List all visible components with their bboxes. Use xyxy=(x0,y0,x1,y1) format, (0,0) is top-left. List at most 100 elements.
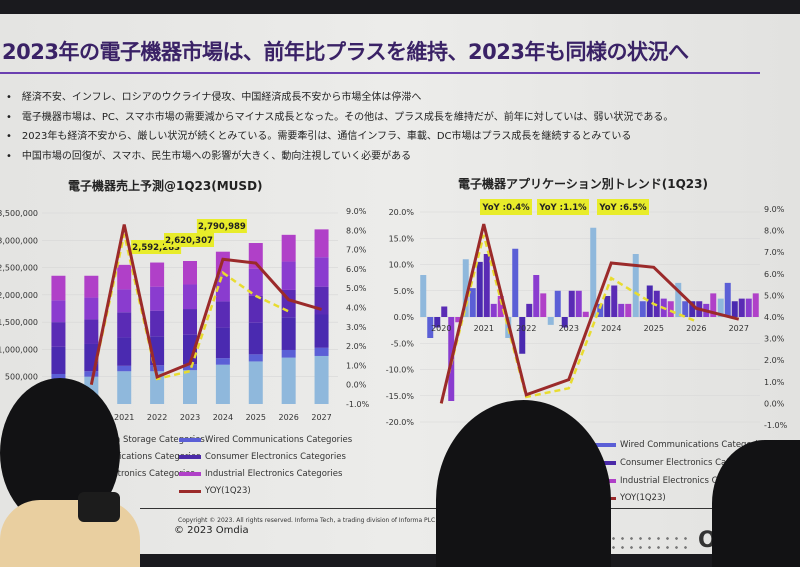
x-tick-label: 2026 xyxy=(278,413,298,422)
y2-tick-label: 6.0% xyxy=(346,265,367,274)
bar xyxy=(420,275,427,317)
bar xyxy=(427,317,434,338)
y-tick-label: -10.0% xyxy=(386,366,415,375)
bar-segment xyxy=(248,295,263,323)
bar-segment xyxy=(248,354,263,362)
bar-segment xyxy=(314,257,329,287)
bar xyxy=(639,301,646,317)
x-tick-label: 2025 xyxy=(644,324,664,333)
bar-segment xyxy=(281,234,296,262)
y2-tick-label: -1.0% xyxy=(346,400,370,409)
yoy-callout-label: YoY :6.5% xyxy=(598,203,647,213)
y2-tick-label: 6.0% xyxy=(764,270,785,279)
bar-segment xyxy=(84,275,99,298)
x-tick-label: 2023 xyxy=(180,413,200,422)
slide-title: 2023年の電子機器市場は、前年比プラスを維持、2023年も同様の状況へ xyxy=(2,40,689,64)
bar-segment xyxy=(215,358,230,365)
yoy-callout xyxy=(597,199,649,215)
bar xyxy=(731,301,738,317)
bar-segment xyxy=(117,337,132,366)
x-tick-label: 2027 xyxy=(729,324,749,333)
bar-segment xyxy=(314,355,329,404)
bar-segment xyxy=(117,264,132,290)
bar xyxy=(512,248,519,317)
y-tick-label: 1,500,000 xyxy=(0,318,38,327)
legend-item: Wired Communications Categories xyxy=(179,435,352,445)
y2-tick-label: 2.0% xyxy=(764,356,785,365)
bar-segment xyxy=(183,309,197,335)
bar-segment xyxy=(183,370,197,404)
legend-label: Electronics Categories xyxy=(100,469,195,479)
bar-segment xyxy=(150,262,165,287)
legend-label: Consumer Electronics Categories xyxy=(205,452,346,462)
title-underline xyxy=(0,72,760,74)
bar xyxy=(625,303,632,317)
left-chart-title: 電子機器売上予測@1Q23(MUSD) xyxy=(68,179,263,193)
yoy-callout-label: YoY :1.1% xyxy=(538,203,587,213)
bar xyxy=(434,317,441,328)
right-chart-title: 電子機器アプリケーション別トレンド(1Q23) xyxy=(458,177,708,191)
bar-segment xyxy=(183,364,197,371)
bar-segment xyxy=(51,300,66,323)
bar xyxy=(476,261,483,317)
bar-segment xyxy=(150,365,165,372)
legend-item: Data Storage Categories xyxy=(100,435,205,445)
bar xyxy=(717,298,724,317)
y-tick-label: 3,500,000 xyxy=(0,209,38,218)
legend-label: Wired Communications Categories xyxy=(620,440,768,450)
bar-segment xyxy=(84,371,99,377)
bar-segment xyxy=(281,317,296,350)
legend-label: YOY(1Q23) xyxy=(205,486,251,496)
yoy-callout xyxy=(480,199,532,215)
bar xyxy=(611,285,618,317)
bar xyxy=(575,290,582,317)
bar xyxy=(710,293,717,317)
yoy-line xyxy=(89,224,322,386)
x-tick-label: 2022 xyxy=(516,324,536,333)
legend-swatch xyxy=(179,472,201,476)
y-tick-label: 2,500,000 xyxy=(0,264,38,273)
bullet-item: 中国市場の回復が、スマホ、民生市場への影響が大きく、動向注視していく必要がある xyxy=(6,147,796,167)
bar xyxy=(745,298,752,317)
bar-segment xyxy=(150,310,165,337)
bar xyxy=(441,306,448,317)
bar xyxy=(554,290,561,317)
y-tick-label: 2,000,000 xyxy=(0,291,38,300)
legend-label: Data Storage Categories xyxy=(100,435,205,445)
bar xyxy=(604,296,611,317)
bar-segment xyxy=(248,322,263,355)
x-tick-label: 2025 xyxy=(246,413,266,422)
bar-segment xyxy=(84,297,99,320)
y-tick-label: -20.0% xyxy=(386,418,415,427)
legend-item: Consumer Electronics Categories xyxy=(179,452,346,462)
audience-head xyxy=(712,440,800,567)
y2-tick-label: 9.0% xyxy=(346,207,367,216)
bar xyxy=(497,296,504,317)
bar xyxy=(526,303,533,317)
bar-segment xyxy=(281,357,296,404)
legend-swatch xyxy=(179,455,201,459)
bar xyxy=(483,254,490,317)
legend-item: munications Categories xyxy=(100,452,201,462)
bar-segment xyxy=(248,268,263,296)
bar-segment xyxy=(281,261,296,290)
bar-segment xyxy=(248,361,263,404)
legend-label: Industrial Electronics Categories xyxy=(620,476,758,486)
bar xyxy=(653,290,660,317)
y2-tick-label: 1.0% xyxy=(764,378,785,387)
bar xyxy=(646,285,653,317)
legend-label: Industrial Electronics Categories xyxy=(205,469,343,479)
bar xyxy=(682,301,689,317)
bar xyxy=(568,290,575,317)
bar-segment xyxy=(117,371,132,404)
bar-segment xyxy=(51,275,66,301)
y-tick-label: 3,000,000 xyxy=(0,236,38,245)
copyright-text: Copyright © 2023. All rights reserved. I… xyxy=(178,517,436,524)
y-tick-label: 20.0% xyxy=(389,208,415,217)
bar-segment xyxy=(314,286,329,315)
bar xyxy=(462,259,469,317)
y-tick-label: 1,000,000 xyxy=(0,345,38,354)
y2-tick-label: 4.0% xyxy=(346,304,367,313)
x-tick-label: 2024 xyxy=(601,324,621,333)
